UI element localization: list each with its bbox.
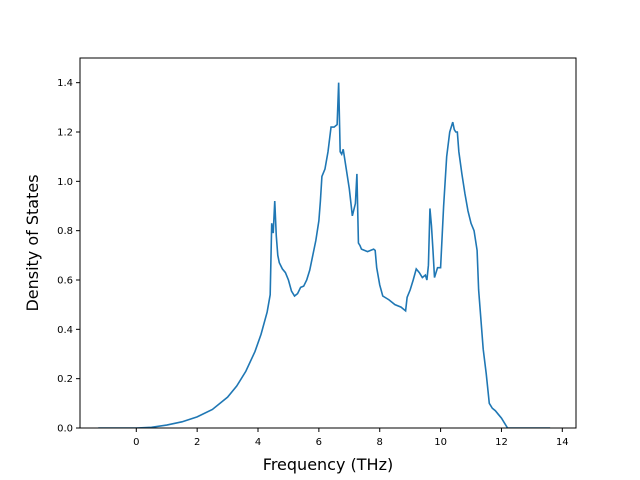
y-tick-label: 0.0 [57, 424, 73, 435]
x-tick-label: 10 [434, 437, 447, 448]
x-tick-label: 12 [495, 437, 508, 448]
y-tick-label: 0.2 [57, 374, 73, 385]
series-line [98, 82, 551, 428]
plot-area [79, 57, 577, 429]
x-tick-label: 14 [556, 437, 569, 448]
x-axis-label: Frequency (THz) [263, 455, 393, 474]
plot-frame [79, 57, 577, 429]
x-tick-label: 4 [255, 437, 261, 448]
x-tick-label: 8 [377, 437, 383, 448]
x-tick-label: 6 [316, 437, 322, 448]
y-tick-label: 1.2 [57, 128, 73, 139]
x-tick-label: 2 [194, 437, 200, 448]
y-tick-label: 1.4 [57, 78, 73, 89]
x-tick-label: 0 [133, 437, 139, 448]
y-axis-label: Density of States [23, 174, 42, 311]
y-tick-label: 0.6 [57, 276, 73, 287]
y-tick-label: 0.8 [57, 226, 73, 237]
x-axis-ticks: 0 2 4 6 8 10 12 14 [133, 428, 569, 448]
y-tick-label: 1.0 [57, 177, 73, 188]
y-axis-ticks: 0.0 0.2 0.4 0.6 0.8 1.0 1.2 1.4 [57, 78, 80, 435]
y-tick-label: 0.4 [57, 325, 73, 336]
